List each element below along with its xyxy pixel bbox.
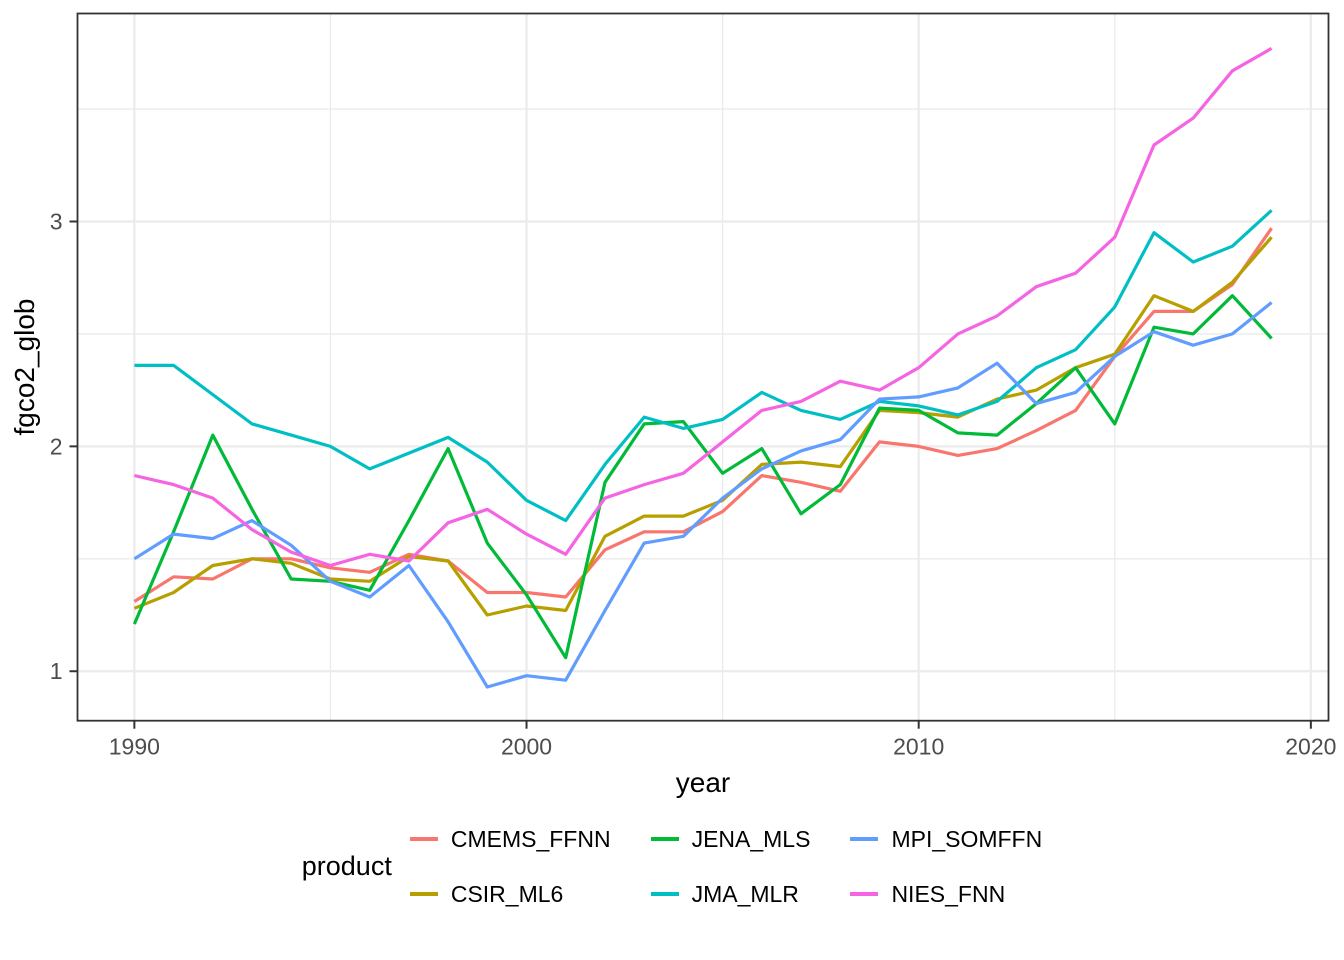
legend-column: MPI_SOMFFN NIES_FNN [850,822,1042,911]
legend-title: product [301,851,392,881]
legend-label: CSIR_ML6 [450,880,564,907]
series-line-JMA_MLR [134,209,1273,523]
x-tick-label: 1990 [109,734,160,760]
legend: product CMEMS_FFNN CSIR_ML6 JENA_MLS JMA_ML… [0,822,1344,911]
y-tick-label: 3 [50,209,63,235]
legend-entry-NIES_FNN: NIES_FNN [850,877,1042,911]
series-line-JENA_MLS [132,294,1273,660]
legend-key-CSIR_ML6 [409,892,438,896]
plot-panel [77,13,1329,721]
y-tick-label: 2 [50,433,63,459]
x-tick-label: 2000 [501,734,552,760]
legend-entry-MPI_SOMFFN: MPI_SOMFFN [850,822,1042,856]
legend-entry-CMEMS_FFNN: CMEMS_FFNN [409,822,611,856]
y-tick-label: 1 [50,658,63,684]
series-line-CMEMS_FFNN [133,227,1273,603]
legend-key-JENA_MLS [650,837,679,841]
legend-key-JMA_MLR [650,892,679,896]
x-axis-title: year [676,767,730,798]
legend-entry-CSIR_ML6: CSIR_ML6 [409,877,611,911]
legend-column: JENA_MLS JMA_MLR [650,822,811,911]
legend-entry-JENA_MLS: JENA_MLS [650,822,811,856]
series-line-MPI_SOMFFN [133,301,1273,689]
panel-border [76,12,1330,722]
x-tick-label: 2020 [1285,734,1336,760]
series-line-NIES_FNN [134,47,1273,568]
legend-label: MPI_SOMFFN [891,825,1043,852]
legend-label: JENA_MLS [691,825,811,852]
legend-label: NIES_FNN [891,880,1006,907]
legend-key-NIES_FNN [850,892,879,896]
y-axis-title: fgco2_glob [9,298,40,435]
legend-label: JMA_MLR [691,880,799,907]
line-chart: 1990 2000 2010 2020 1 2 3 year fgco2_glob [9,12,1336,798]
legend-entries: CMEMS_FFNN CSIR_ML6 JENA_MLS JMA_MLR MPI_SOM… [409,822,1042,911]
legend-label: CMEMS_FFNN [450,825,611,852]
x-tick-label: 2010 [893,734,944,760]
legend-key-CMEMS_FFNN [409,837,438,841]
legend-key-MPI_SOMFFN [850,837,879,841]
legend-entry-JMA_MLR: JMA_MLR [650,877,811,911]
legend-column: CMEMS_FFNN CSIR_ML6 [409,822,611,911]
